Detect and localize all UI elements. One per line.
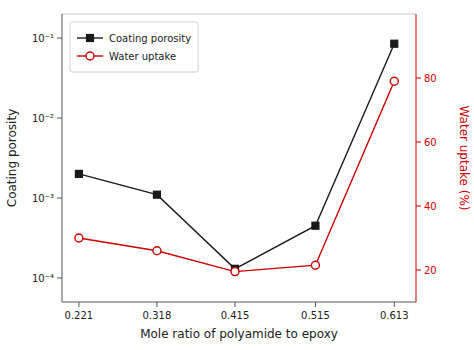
legend-label: Water uptake <box>109 51 176 62</box>
y-tick-label: 10⁻⁴ <box>32 273 54 284</box>
marker <box>390 77 398 85</box>
y-tick <box>57 197 62 198</box>
x-tick <box>315 302 316 307</box>
marker <box>75 234 83 242</box>
marker <box>75 170 82 177</box>
y2-tick <box>416 270 421 271</box>
legend-entry: Water uptake <box>77 51 176 62</box>
y2-tick <box>416 78 421 79</box>
legend-box <box>70 22 198 72</box>
marker <box>231 268 239 276</box>
y2-tick-label: 80 <box>424 73 437 84</box>
series-line <box>79 81 394 271</box>
y-axis-title: Coating porosity <box>5 109 19 208</box>
marker <box>153 247 161 255</box>
x-tick-label: 0.515 <box>301 310 330 321</box>
y-tick <box>57 38 62 39</box>
series-line <box>79 44 394 269</box>
top-frame-line <box>62 14 416 15</box>
x-tick-label: 0.221 <box>65 310 94 321</box>
y2-tick <box>416 142 421 143</box>
marker <box>391 40 398 47</box>
y-tick-label: 10⁻¹ <box>32 33 54 44</box>
marker <box>86 52 94 60</box>
x-tick <box>234 302 235 307</box>
x-tick-label: 0.415 <box>221 310 250 321</box>
y2-tick-label: 40 <box>424 201 437 212</box>
x-tick <box>78 302 79 307</box>
marker <box>312 222 319 229</box>
chart: 0.221 0.318 0.415 0.515 0.613 10⁻⁴ 10⁻³ 10⁻² 10⁻… <box>0 0 474 350</box>
plot-area <box>75 40 398 275</box>
y2-axis-title: Water uptake (%) <box>457 105 471 210</box>
x-axis-title: Mole ratio of polyamide to epoxy <box>140 327 338 341</box>
y2-tick <box>416 206 421 207</box>
legend-entry: Coating porosity <box>77 33 191 44</box>
y-tick-label: 10⁻³ <box>32 193 54 204</box>
y-tick <box>57 118 62 119</box>
legend: Coating porosity Water uptake <box>70 22 198 72</box>
axes: 0.221 0.318 0.415 0.515 0.613 10⁻⁴ 10⁻³ 10⁻² 10⁻… <box>32 14 437 321</box>
series <box>75 40 397 272</box>
x-tick-label: 0.613 <box>380 310 409 321</box>
marker <box>87 35 94 42</box>
marker <box>311 261 319 269</box>
x-tick-label: 0.318 <box>143 310 172 321</box>
y2-tick-label: 20 <box>424 265 437 276</box>
marker <box>153 191 160 198</box>
x-axis-line <box>62 302 416 303</box>
y2-axis-line <box>416 14 417 302</box>
series <box>75 77 398 275</box>
legend-label: Coating porosity <box>109 33 191 44</box>
x-tick <box>156 302 157 307</box>
y-tick <box>57 277 62 278</box>
x-tick <box>394 302 395 307</box>
y2-tick-label: 60 <box>424 137 437 148</box>
y-tick-label: 10⁻² <box>32 113 54 124</box>
y-axis-line <box>62 14 63 302</box>
